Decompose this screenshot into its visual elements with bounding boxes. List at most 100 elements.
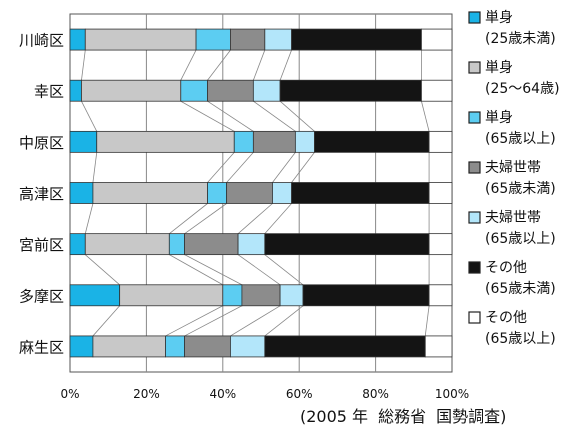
legend-label: 夫婦世帯 (485, 209, 541, 226)
legend-label-sub: (65歳以上) (485, 231, 556, 247)
connector-line (226, 152, 254, 183)
legend-swatch (468, 211, 481, 224)
connector-line (207, 49, 231, 81)
connector-line (184, 305, 243, 337)
bar-segment (195, 28, 231, 51)
connector-line (207, 100, 254, 132)
x-tick-label: 100% (435, 387, 469, 401)
bar-segment (69, 182, 94, 204)
bar-segment (92, 182, 208, 204)
legend-label: 夫婦世帯 (485, 159, 541, 176)
bar-segment (237, 233, 266, 256)
legend-label: その他 (485, 310, 527, 326)
bar-segment (230, 335, 266, 358)
connector-line (252, 49, 266, 81)
x-tick-label: 80% (362, 387, 389, 401)
connector-line (424, 305, 430, 336)
connector-line (279, 100, 315, 132)
bar-segment (84, 233, 170, 256)
bar-segment (207, 182, 228, 204)
category-label: 幸区 (34, 83, 64, 101)
bar-segment (279, 79, 422, 102)
legend-label-sub: (65歳未満) (485, 181, 556, 197)
connector-line (180, 100, 235, 132)
bar-segment (69, 284, 121, 307)
bar-segment (69, 335, 94, 358)
legend-label: その他 (485, 260, 527, 276)
legend-label-sub: (25〜64歳) (485, 81, 560, 97)
bar-segment (291, 182, 430, 204)
legend-label: 単身 (485, 110, 513, 126)
bar-segment (294, 130, 315, 153)
bar-segment (252, 130, 296, 153)
legend-swatch (468, 11, 481, 24)
connector-line (169, 203, 208, 234)
connector-line (81, 101, 98, 132)
x-tick-label: 0% (60, 387, 79, 401)
bar-segment (81, 79, 182, 102)
connector-line (421, 101, 430, 132)
legend-label-sub: (65歳以上) (485, 131, 556, 147)
bar-segment (421, 79, 453, 102)
bar-segment (264, 233, 430, 256)
legend-swatch (468, 261, 481, 274)
bar-segment (272, 182, 292, 204)
legend-swatch (468, 161, 481, 174)
connector-line (291, 152, 315, 183)
connector-line (264, 203, 292, 234)
connector-line (84, 203, 94, 234)
bar-segment (264, 28, 292, 51)
legend-label-sub: (65歳以上) (485, 331, 556, 347)
x-tick-label: 60% (286, 387, 313, 401)
bar-segment (428, 233, 453, 256)
connector-line (169, 254, 223, 286)
bar-segment (184, 335, 231, 358)
legend-swatch (468, 61, 481, 74)
caption-year: (2005 年 (300, 407, 369, 426)
bar-segment (226, 182, 273, 204)
connector-line (207, 152, 235, 183)
bar-segment (119, 284, 224, 307)
legend-label-sub: (65歳未満) (485, 281, 556, 297)
bar-segment (222, 284, 243, 307)
legend-label: 単身 (485, 60, 513, 76)
x-tick-label: 20% (133, 387, 160, 401)
category-label: 多摩区 (19, 287, 64, 305)
category-label: 川崎区 (19, 32, 64, 50)
connector-line (237, 254, 281, 286)
bar-segment (428, 130, 453, 153)
bar-segment (233, 130, 254, 153)
caption-survey: 国勢調査) (436, 407, 507, 426)
legend-label: 単身 (485, 10, 513, 26)
bar-segment (314, 130, 430, 153)
bar-segment (180, 79, 208, 102)
bar-segment (424, 335, 453, 358)
bar-segment (252, 79, 281, 102)
bar-segment (69, 233, 86, 256)
connector-line (85, 254, 120, 286)
connector-line (253, 100, 296, 132)
connector-line (264, 254, 304, 286)
bar-segment (84, 28, 197, 51)
bar-segment (264, 335, 426, 358)
bar-segment (207, 79, 254, 102)
bar-segment (92, 335, 166, 358)
category-label: 宮前区 (19, 236, 64, 254)
legend-swatch (468, 111, 481, 124)
bar-segment (302, 284, 430, 307)
category-label: 麻生区 (19, 338, 64, 356)
connector-line (92, 152, 98, 183)
connector-line (184, 203, 227, 234)
bar-segment (69, 79, 82, 102)
bar-segment (241, 284, 281, 307)
category-label: 中原区 (19, 134, 64, 152)
legend-swatch (468, 311, 481, 324)
connector-line (184, 254, 243, 286)
connector-line (180, 49, 197, 81)
legend-label-sub: (25歳未満) (485, 31, 556, 47)
connector-line (81, 50, 86, 81)
category-label: 高津区 (19, 185, 64, 203)
bar-segment (291, 28, 422, 51)
bar-segment (428, 284, 453, 307)
